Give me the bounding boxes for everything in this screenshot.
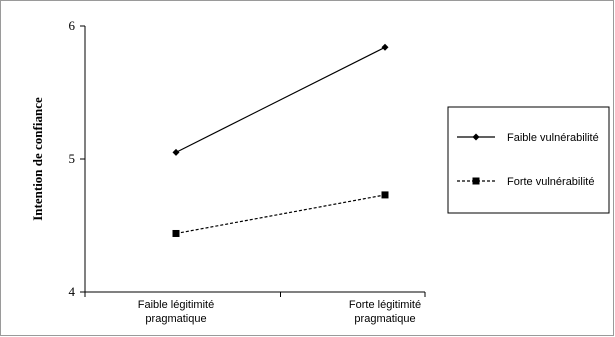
series-line (175, 46, 386, 153)
legend: Faible vulnérabilité Forte vulnérabilité (447, 106, 610, 214)
legend-label: Forte vulnérabilité (507, 176, 594, 188)
legend-marker (472, 133, 480, 141)
series-group (172, 43, 389, 237)
data-point (172, 229, 180, 237)
legend-box (447, 106, 610, 214)
x-tick-label: Faible légitimité pragmatique (138, 299, 214, 325)
axes (84, 26, 425, 293)
y-tick-label: 5 (69, 151, 76, 166)
data-point (381, 43, 389, 51)
y-tick-label: 4 (69, 284, 76, 299)
x-tick-label-line: Faible légitimité (138, 299, 214, 311)
data-point (172, 148, 180, 156)
series-2 (172, 191, 389, 237)
series-1 (172, 43, 389, 156)
legend-label: Faible vulnérabilité (507, 132, 599, 144)
x-tick-label: Forte légitimité pragmatique (349, 299, 421, 325)
y-ticks: 4 5 6 (69, 18, 85, 299)
y-tick-label: 6 (69, 18, 76, 33)
x-tick-label-line: pragmatique (354, 313, 415, 325)
x-tick-label-line: pragmatique (145, 313, 206, 325)
data-point (381, 191, 389, 199)
y-axis-label: Intention de confiance (30, 97, 45, 221)
series-line (175, 194, 386, 235)
legend-marker (472, 177, 480, 185)
x-tick-label-line: Forte légitimité (349, 299, 421, 311)
